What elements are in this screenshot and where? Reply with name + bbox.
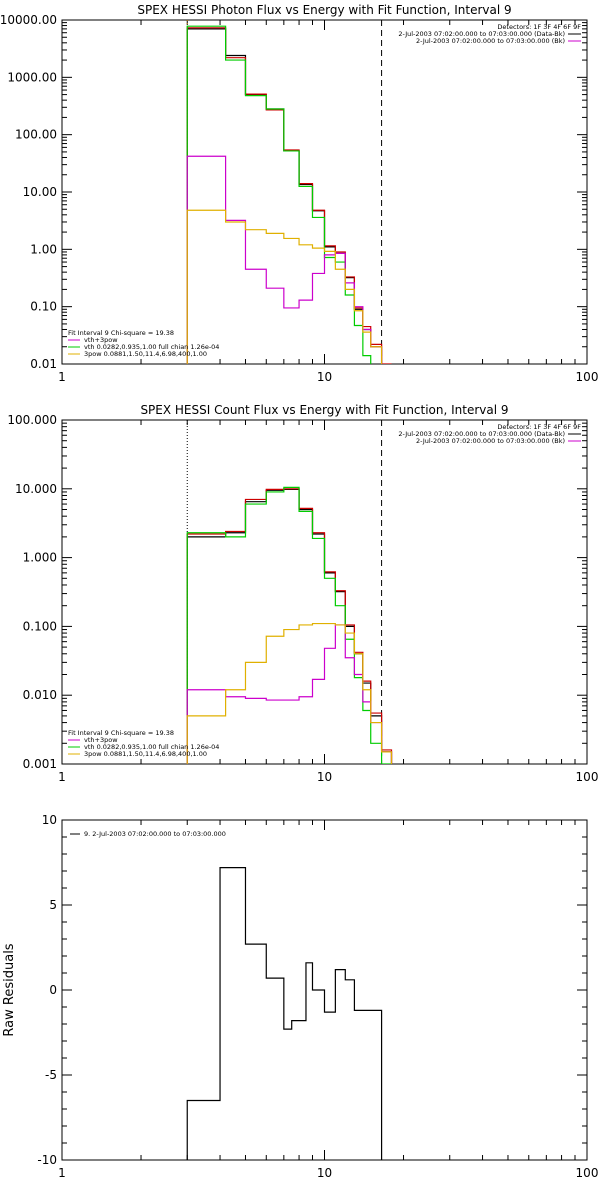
x-tick-label: 100 bbox=[576, 770, 599, 784]
x-tick-label: 1 bbox=[58, 770, 66, 784]
y-tick-label: 10 bbox=[42, 813, 57, 827]
legend-topright-entry: 2-Jul-2003 07:02:00.000 to 07:03:00.000 … bbox=[398, 430, 565, 438]
series-line-1 bbox=[186, 488, 393, 764]
x-tick-label: 100 bbox=[576, 1166, 599, 1180]
y-tick-label: 0.100 bbox=[23, 619, 57, 633]
legend-bottomleft-entry: 3pow 0.0881,1.50,11.4,6.98,400,1.00 bbox=[84, 350, 207, 358]
x-tick-label: 100 bbox=[576, 370, 599, 384]
series-line-0 bbox=[186, 28, 393, 364]
y-axis-label: Raw Residuals bbox=[2, 943, 17, 1036]
y-tick-label: 0.01 bbox=[30, 357, 57, 371]
series-line-0 bbox=[186, 488, 393, 764]
y-tick-label: 1.00 bbox=[30, 242, 57, 256]
x-tick-label: 10 bbox=[317, 770, 332, 784]
y-tick-label: 0.010 bbox=[23, 688, 57, 702]
y-tick-label: 0 bbox=[49, 983, 57, 997]
residuals-chart: Raw Residuals 1 10 100 -10 -5 0 5 10 9. 2-Jul-200… bbox=[2, 813, 598, 1180]
x-tick-label: 1 bbox=[58, 370, 66, 384]
series-line-0 bbox=[186, 867, 383, 1160]
legend-bottomleft-entry: 3pow 0.0881,1.50,11.4,6.98,400,1.00 bbox=[84, 750, 207, 758]
y-tick-label: 100.000 bbox=[7, 413, 57, 427]
y-tick-label: 0.10 bbox=[30, 300, 57, 314]
series-line-4 bbox=[186, 622, 393, 764]
legend-topright-entry: 2-Jul-2003 07:02:00.000 to 07:03:00.000 … bbox=[416, 437, 565, 445]
x-tick-label: 1 bbox=[58, 1166, 66, 1180]
legend-topright-entry: 2-Jul-2003 07:02:00.000 to 07:03:00.000 … bbox=[398, 30, 565, 38]
legend-topright-entry: Detectors: 1F 3F 4F 6F 9F bbox=[497, 23, 581, 31]
y-tick-label: 1000.00 bbox=[7, 70, 57, 84]
x-tick-label: 10 bbox=[317, 1166, 332, 1180]
photon-flux-chart: SPEX HESSI Photon Flux vs Energy with Fi… bbox=[0, 3, 598, 384]
y-tick-label: -10 bbox=[37, 1153, 57, 1167]
series-line-4 bbox=[186, 209, 393, 364]
y-tick-label: -5 bbox=[45, 1068, 57, 1082]
y-tick-label: 10000.00 bbox=[0, 13, 57, 27]
y-tick-label: 10.00 bbox=[23, 185, 57, 199]
y-tick-label: 1.000 bbox=[23, 551, 57, 565]
y-tick-label: 0.001 bbox=[23, 757, 57, 771]
series-line-2 bbox=[186, 486, 392, 764]
chart-title: SPEX HESSI Count Flux vs Energy with Fit… bbox=[140, 403, 508, 417]
count-flux-chart: SPEX HESSI Count Flux vs Energy with Fit… bbox=[7, 403, 598, 784]
legend-bottomleft-entry: vth 0.0282,0.935,1.00 full chian 1.26e-0… bbox=[84, 343, 219, 351]
plot-frame bbox=[61, 419, 588, 765]
legend-topright-entry: 2-Jul-2003 07:02:00.000 to 07:03:00.000 … bbox=[416, 37, 565, 45]
x-tick-label: 10 bbox=[317, 370, 332, 384]
legend-bottomleft-entry: Fit Interval 9 Chi-square = 19.38 bbox=[68, 729, 174, 737]
plot-frame bbox=[61, 19, 588, 365]
legend-bottomleft-entry: vth+3pow bbox=[84, 736, 118, 744]
legend-bottomleft-entry: vth 0.0282,0.935,1.00 full chian 1.26e-0… bbox=[84, 743, 219, 751]
legend-bottomleft-entry: Fit Interval 9 Chi-square = 19.38 bbox=[68, 329, 174, 337]
series-line-3 bbox=[186, 155, 393, 364]
y-tick-label: 10.000 bbox=[15, 482, 57, 496]
y-tick-label: 100.00 bbox=[15, 128, 57, 142]
legend-bottomleft-entry: vth+3pow bbox=[84, 336, 118, 344]
series-line-2 bbox=[186, 25, 393, 364]
data-series-group bbox=[186, 486, 393, 764]
data-series-group bbox=[186, 867, 383, 1160]
chart-title: SPEX HESSI Photon Flux vs Energy with Fi… bbox=[137, 3, 511, 17]
series-line-1 bbox=[186, 27, 392, 364]
legend-topright-entry: Detectors: 1F 3F 4F 6F 9F bbox=[497, 423, 581, 431]
data-series-group bbox=[186, 25, 393, 364]
legend-topleft-entry: 9. 2-Jul-2003 07:02:00.000 to 07:03:00.0… bbox=[84, 830, 226, 838]
y-tick-label: 5 bbox=[49, 898, 57, 912]
